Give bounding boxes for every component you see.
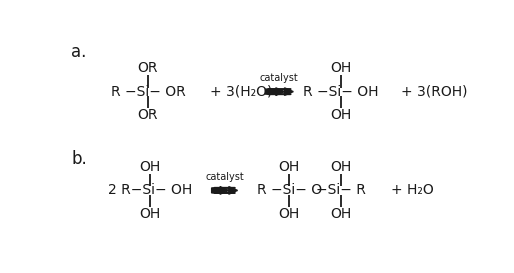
- Text: OH: OH: [279, 207, 300, 221]
- Text: OH: OH: [279, 160, 300, 174]
- Polygon shape: [229, 187, 237, 194]
- Text: OH: OH: [331, 160, 352, 174]
- Text: OH: OH: [331, 61, 352, 75]
- Polygon shape: [285, 88, 293, 95]
- Text: catalyst: catalyst: [206, 172, 244, 182]
- Text: OH: OH: [331, 207, 352, 221]
- Text: b.: b.: [71, 150, 87, 168]
- Text: + H₂O: + H₂O: [391, 183, 434, 197]
- Text: catalyst: catalyst: [260, 73, 299, 83]
- Text: −Si− R: −Si− R: [316, 183, 366, 197]
- FancyArrow shape: [212, 187, 229, 194]
- Text: + 3(ROH): + 3(ROH): [401, 85, 467, 99]
- Text: 2 R−Si− OH: 2 R−Si− OH: [108, 183, 192, 197]
- Text: OH: OH: [139, 160, 160, 174]
- Text: R −Si− OH: R −Si− OH: [303, 85, 379, 99]
- Text: + 3(H₂O): + 3(H₂O): [210, 85, 272, 99]
- Text: a.: a.: [71, 43, 87, 61]
- FancyArrow shape: [265, 88, 285, 95]
- Text: R −Si− OR: R −Si− OR: [111, 85, 185, 99]
- Text: OH: OH: [139, 207, 160, 221]
- Text: OR: OR: [138, 108, 158, 122]
- Text: R −Si− O: R −Si− O: [257, 183, 322, 197]
- Text: OR: OR: [138, 61, 158, 75]
- Text: OH: OH: [331, 108, 352, 122]
